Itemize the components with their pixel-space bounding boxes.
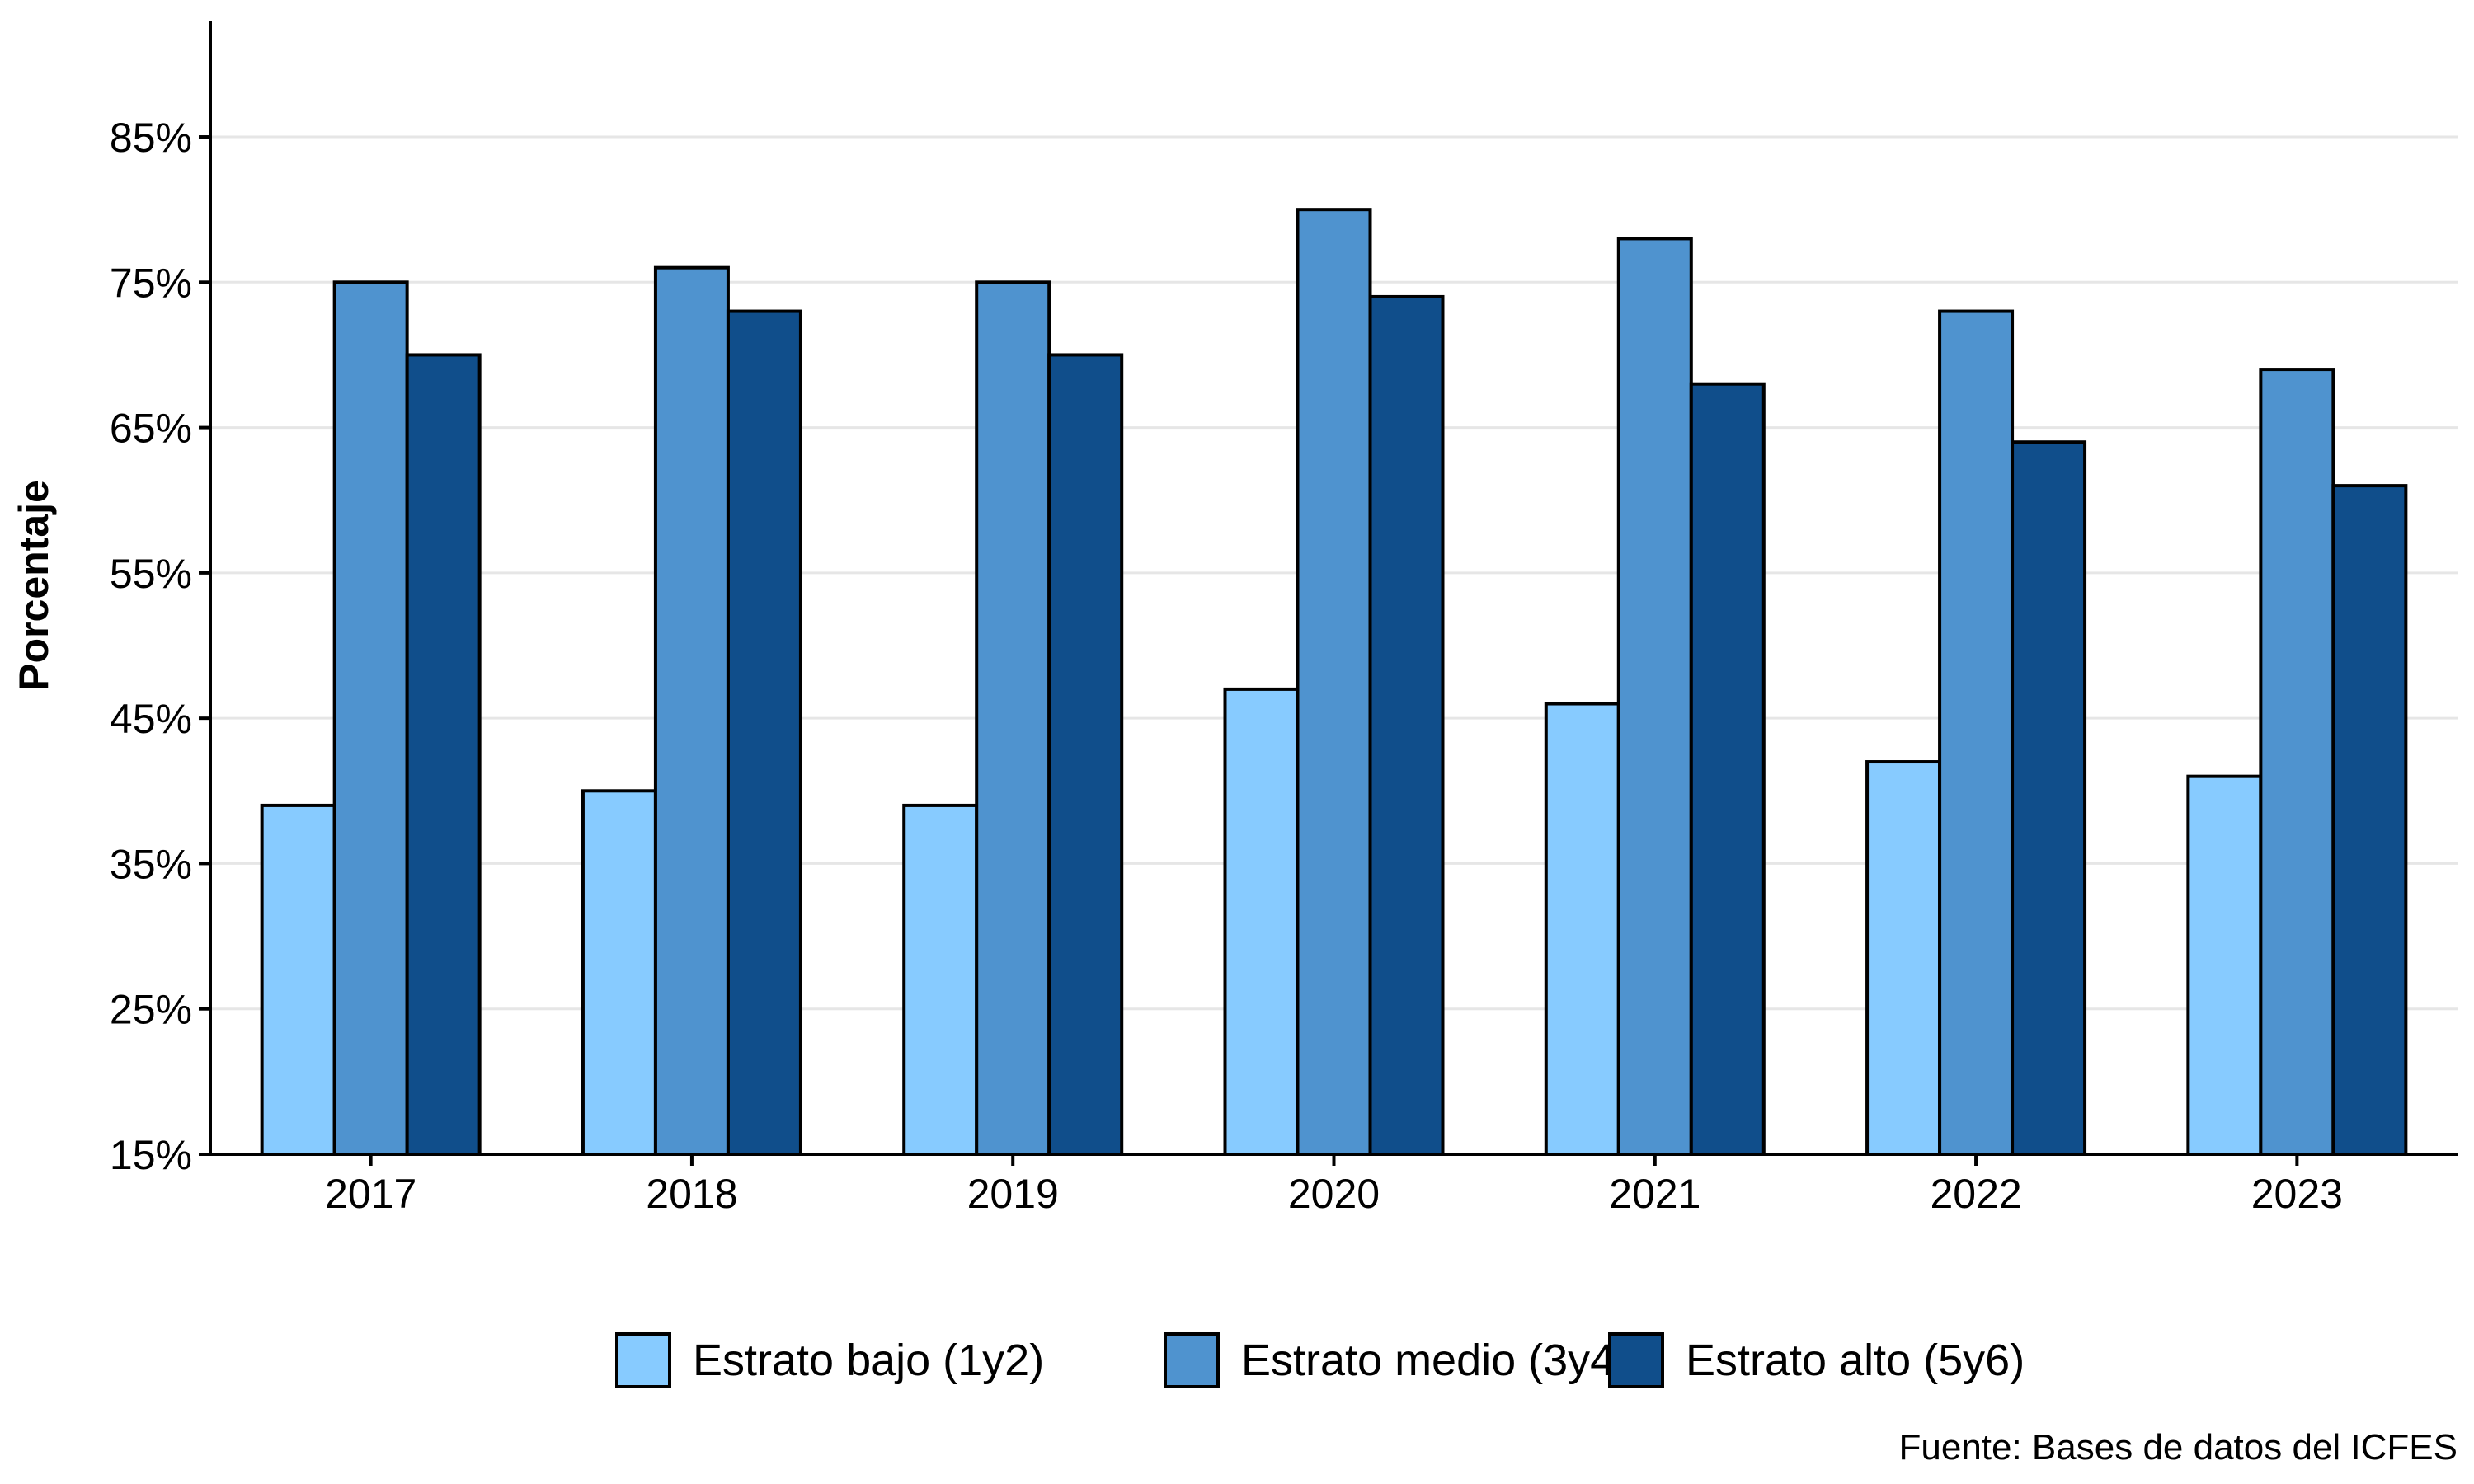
y-axis-title: Porcentaje <box>11 480 57 691</box>
bar-2019-series-2 <box>1047 353 1124 1156</box>
bar-2020-series-2 <box>1368 294 1445 1156</box>
bar-2022-series-1 <box>1938 309 2015 1157</box>
y-tick-label: 65% <box>110 406 192 452</box>
bar-2018-series-2 <box>726 309 802 1157</box>
bar-2021-series-1 <box>1616 237 1693 1156</box>
x-tick-label: 2017 <box>325 1171 416 1217</box>
bar-2018-series-1 <box>653 265 730 1157</box>
x-tick-label: 2020 <box>1288 1171 1380 1217</box>
legend-swatch <box>1608 1332 1664 1388</box>
bar-2023-series-1 <box>2259 368 2335 1157</box>
legend: Estrato bajo (1y2) Estrato medio (3y4) Est… <box>615 1332 2025 1388</box>
bar-2019-series-1 <box>975 280 1051 1156</box>
x-tick-label: 2022 <box>1930 1171 2021 1217</box>
x-tick-label: 2018 <box>646 1171 737 1217</box>
x-tick-label: 2023 <box>2251 1171 2343 1217</box>
y-tick-label: 55% <box>110 551 192 597</box>
bars <box>260 208 2408 1157</box>
bar-2022-series-0 <box>1865 760 1942 1156</box>
bar-2018-series-0 <box>581 789 657 1156</box>
bar-2023-series-2 <box>2331 484 2408 1156</box>
legend-label: Estrato alto (5y6) <box>1686 1336 2025 1385</box>
y-tick-label: 75% <box>110 260 192 306</box>
legend-swatch <box>615 1332 671 1388</box>
legend-swatch <box>1164 1332 1220 1388</box>
axes <box>199 21 2458 1166</box>
bar-2021-series-0 <box>1544 702 1620 1156</box>
x-tick-label: 2019 <box>967 1171 1059 1217</box>
bar-2020-series-0 <box>1223 687 1300 1156</box>
legend-label: Estrato medio (3y4) <box>1241 1336 1630 1385</box>
source-note: Fuente: Bases de datos del ICFES <box>1899 1427 2458 1468</box>
bar-2023-series-0 <box>2186 774 2263 1157</box>
bar-2017-series-1 <box>332 280 409 1156</box>
x-tick-labels: 2017 2018 2019 2020 2021 2022 2023 <box>325 1171 2343 1217</box>
y-tick-label: 25% <box>110 987 192 1033</box>
y-tick-label: 85% <box>110 115 192 161</box>
x-tick-label: 2021 <box>1609 1171 1700 1217</box>
bar-2017-series-2 <box>405 353 482 1156</box>
bar-2021-series-2 <box>1689 382 1766 1156</box>
y-tick-label: 45% <box>110 696 192 742</box>
y-tick-label: 15% <box>110 1132 192 1178</box>
y-tick-labels: 15% 25% 35% 45% 55% 65% 75% 85% <box>110 115 192 1178</box>
bar-2022-series-2 <box>2011 440 2087 1156</box>
y-tick-label: 35% <box>110 841 192 887</box>
bar-2020-series-1 <box>1296 208 1372 1157</box>
bar-2017-series-0 <box>260 803 336 1157</box>
legend-label: Estrato bajo (1y2) <box>693 1336 1044 1385</box>
bar-2019-series-0 <box>902 803 979 1157</box>
